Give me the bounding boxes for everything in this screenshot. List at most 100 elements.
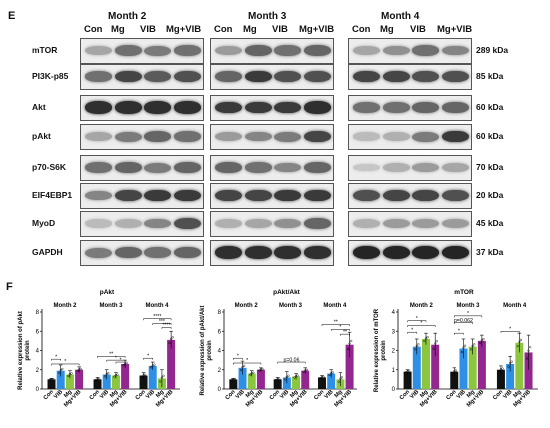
x-category-label: VIB xyxy=(145,389,156,400)
data-point xyxy=(171,336,174,339)
significance-label: **** xyxy=(162,323,170,329)
significance-label: * xyxy=(246,358,248,364)
bar-vib xyxy=(459,348,468,389)
blot-band xyxy=(85,190,112,201)
data-point xyxy=(150,366,153,369)
blot-band xyxy=(412,246,439,259)
data-point xyxy=(293,376,296,379)
data-point xyxy=(116,373,119,376)
lane-label: Con xyxy=(84,24,103,35)
bar-vib xyxy=(238,367,247,389)
kda-label: 60 kDa xyxy=(476,102,504,112)
blot-band xyxy=(441,246,469,259)
blot-strip xyxy=(348,124,472,150)
blot-row-label: Akt xyxy=(32,102,46,112)
data-point xyxy=(241,366,244,369)
chart-month-label: Month 3 xyxy=(457,303,481,309)
blot-band xyxy=(215,189,242,202)
blot-month-title: Month 2 xyxy=(108,11,147,22)
lane-label: Mg xyxy=(243,24,257,35)
data-point xyxy=(339,377,342,380)
data-point xyxy=(529,346,532,349)
blot-band xyxy=(244,101,272,114)
x-category-label: Mg xyxy=(419,389,429,399)
blot-band xyxy=(85,219,112,228)
x-category-label: Mg xyxy=(466,389,476,399)
significance-bracket xyxy=(407,331,418,334)
blot-band xyxy=(441,45,469,56)
blot-strip xyxy=(348,64,472,90)
bar-con xyxy=(403,371,412,389)
significance-label: p=0.06 xyxy=(283,357,299,363)
bar-mg xyxy=(422,338,430,389)
y-tick-label: 2 xyxy=(392,349,396,355)
kda-label: 85 kDa xyxy=(476,71,504,81)
blot-band xyxy=(144,189,171,202)
bar-vib xyxy=(282,377,291,389)
blot-band xyxy=(441,130,469,143)
data-point xyxy=(404,371,408,374)
blot-strip xyxy=(80,183,204,209)
blot-band xyxy=(144,162,171,173)
data-point xyxy=(519,338,523,342)
bar-vib xyxy=(56,370,65,389)
blot-band xyxy=(173,131,201,142)
blot-band xyxy=(173,217,201,230)
bar-mg xyxy=(111,375,120,389)
data-point xyxy=(518,340,521,343)
significance-bracket xyxy=(143,318,172,321)
blot-band xyxy=(382,132,410,141)
significance-label: p=0.062 xyxy=(454,318,473,324)
significance-bracket xyxy=(454,322,473,325)
significance-bracket xyxy=(330,329,350,331)
bar-vib xyxy=(412,346,421,389)
blot-band xyxy=(144,247,171,258)
data-point xyxy=(328,373,331,377)
significance-label: * xyxy=(120,357,122,363)
bar-mg-vib xyxy=(524,352,533,389)
significance-label: ** xyxy=(334,320,338,326)
blot-band xyxy=(215,219,242,228)
blot-band xyxy=(114,189,142,202)
data-point xyxy=(59,369,62,372)
blot-band xyxy=(274,218,301,229)
blot-band xyxy=(303,45,331,56)
blot-band xyxy=(274,162,301,173)
kda-label: 60 kDa xyxy=(476,131,504,141)
significance-bracket xyxy=(321,324,350,327)
data-point xyxy=(331,371,334,374)
chart-month-label: Month 4 xyxy=(146,303,170,309)
bar-mg-vib xyxy=(301,370,310,389)
significance-label: * xyxy=(237,353,239,359)
bar-mg xyxy=(247,373,256,389)
chart-title: pAkt xyxy=(100,289,115,296)
significance-label: * xyxy=(147,353,149,359)
x-category-label: Mg xyxy=(334,389,344,399)
blot-band xyxy=(303,246,331,259)
blot-band xyxy=(382,218,410,229)
data-point xyxy=(159,380,162,383)
significance-label: * xyxy=(467,311,469,317)
bar-mg-vib xyxy=(121,363,130,389)
blot-band xyxy=(441,102,469,113)
data-point xyxy=(501,367,504,370)
kda-label: 289 kDa xyxy=(476,45,509,55)
bar-vib xyxy=(102,374,111,389)
y-tick-label: 0 xyxy=(36,387,40,393)
blot-strip xyxy=(80,211,204,237)
bar-con xyxy=(317,377,326,389)
significance-bracket xyxy=(407,320,427,323)
lane-label: VIB xyxy=(140,24,156,35)
blot-row-label: pAkt xyxy=(32,131,51,141)
x-category-label: Mg xyxy=(109,389,119,399)
significance-label: * xyxy=(64,359,66,365)
blot-band xyxy=(85,247,112,258)
y-tick-label: 2 xyxy=(36,368,40,374)
blot-band xyxy=(382,45,410,56)
data-point xyxy=(140,375,144,378)
blot-strip xyxy=(210,211,334,237)
blot-band xyxy=(144,45,171,56)
kda-label: 45 kDa xyxy=(476,218,504,228)
y-tick-label: 8 xyxy=(218,310,222,316)
blot-band xyxy=(85,101,112,114)
